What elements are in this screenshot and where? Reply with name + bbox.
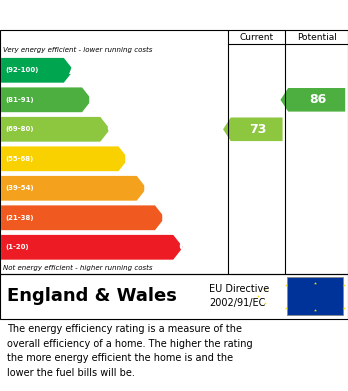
Text: (69-80): (69-80) [5, 126, 34, 132]
Text: E: E [143, 181, 152, 195]
Text: (81-91): (81-91) [5, 97, 34, 103]
Text: 86: 86 [310, 93, 327, 106]
Text: Energy Efficiency Rating: Energy Efficiency Rating [9, 8, 230, 23]
Text: C: C [106, 122, 116, 136]
Text: (92-100): (92-100) [5, 67, 39, 73]
Polygon shape [223, 117, 283, 141]
Text: (1-20): (1-20) [5, 244, 29, 250]
Text: (39-54): (39-54) [5, 185, 34, 191]
Text: A: A [69, 63, 80, 77]
Polygon shape [1, 146, 128, 171]
Text: Potential: Potential [297, 33, 337, 42]
Polygon shape [1, 205, 165, 230]
Text: 73: 73 [250, 123, 267, 136]
Bar [287, 277, 343, 315]
Text: (21-38): (21-38) [5, 215, 34, 221]
Polygon shape [280, 88, 345, 111]
Text: (55-68): (55-68) [5, 156, 33, 162]
Text: F: F [161, 211, 171, 225]
Polygon shape [1, 117, 110, 142]
Text: The energy efficiency rating is a measure of the
overall efficiency of a home. T: The energy efficiency rating is a measur… [7, 325, 253, 378]
Text: D: D [124, 152, 135, 166]
Text: England & Wales: England & Wales [7, 287, 177, 305]
Text: Very energy efficient - lower running costs: Very energy efficient - lower running co… [3, 47, 153, 53]
Polygon shape [1, 58, 73, 83]
Text: G: G [178, 240, 190, 254]
Text: EU Directive
2002/91/EC: EU Directive 2002/91/EC [209, 284, 269, 308]
Polygon shape [1, 176, 147, 201]
Text: Not energy efficient - higher running costs: Not energy efficient - higher running co… [3, 265, 153, 271]
Text: B: B [88, 93, 98, 107]
Text: Current: Current [239, 33, 274, 42]
Polygon shape [1, 235, 183, 260]
Polygon shape [1, 88, 92, 112]
